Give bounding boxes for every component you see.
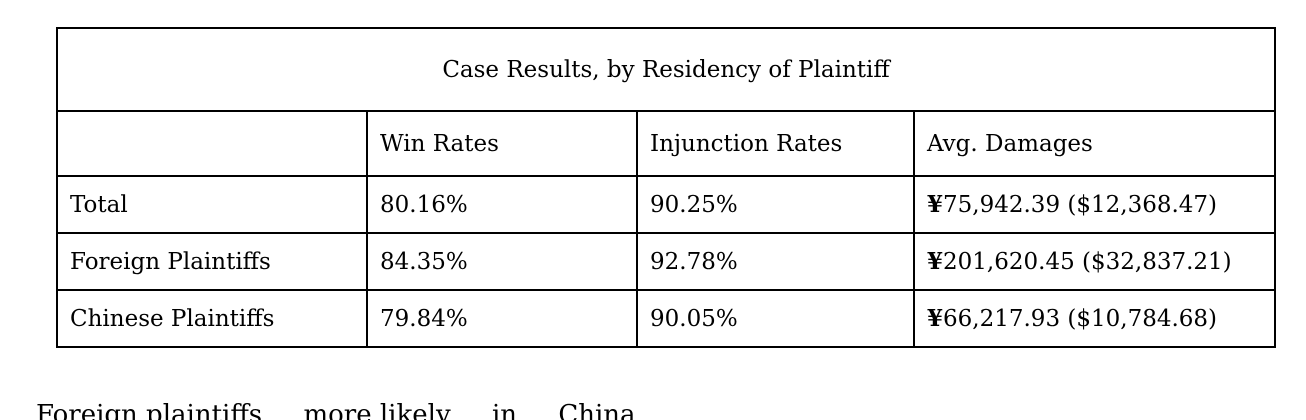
cut-off-body-text: Foreign plaintiffs ... more likely ... i… — [36, 400, 636, 420]
avg-damages-cell: ¥75,942.39 ($12,368.47) — [912, 175, 1277, 234]
table-row: Chinese Plaintiffs 79.84% 90.05% ¥66,217… — [56, 289, 1277, 348]
avg-damages-cell: ¥201,620.45 ($32,837.21) — [912, 232, 1277, 291]
row-label: Foreign Plaintiffs — [56, 232, 368, 291]
header-cell-avg-damages: Avg. Damages — [912, 110, 1277, 177]
table-caption-row: Case Results, by Residency of Plaintiff — [55, 27, 1277, 112]
header-cell-win-rates: Win Rates — [366, 110, 638, 177]
win-rate-cell: 80.16% — [366, 175, 638, 234]
avg-damages-value: 201,620.45 ($32,837.21) — [943, 249, 1232, 275]
header-cell-empty — [56, 110, 368, 177]
table-caption: Case Results, by Residency of Plaintiff — [55, 27, 1277, 112]
avg-damages-cell: ¥66,217.93 ($10,784.68) — [912, 289, 1277, 348]
table-header-row: Win Rates Injunction Rates Avg. Damages — [56, 110, 1277, 177]
header-cell-injunction-rates: Injunction Rates — [636, 110, 915, 177]
injunction-rate-cell: 90.25% — [636, 175, 915, 234]
win-rate-cell: 84.35% — [366, 232, 638, 291]
case-results-table: Case Results, by Residency of Plaintiff … — [55, 27, 1277, 348]
table-row: Foreign Plaintiffs 84.35% 92.78% ¥201,62… — [56, 232, 1277, 291]
avg-damages-value: 66,217.93 ($10,784.68) — [943, 306, 1218, 332]
injunction-rate-cell: 90.05% — [636, 289, 915, 348]
row-label: Total — [56, 175, 368, 234]
row-label: Chinese Plaintiffs — [56, 289, 368, 348]
yen-symbol: ¥ — [927, 305, 944, 332]
win-rate-cell: 79.84% — [366, 289, 638, 348]
injunction-rate-cell: 92.78% — [636, 232, 915, 291]
yen-symbol: ¥ — [927, 248, 944, 275]
yen-symbol: ¥ — [927, 191, 944, 218]
table-row: Total 80.16% 90.25% ¥75,942.39 ($12,368.… — [56, 175, 1277, 234]
avg-damages-value: 75,942.39 ($12,368.47) — [943, 192, 1218, 218]
